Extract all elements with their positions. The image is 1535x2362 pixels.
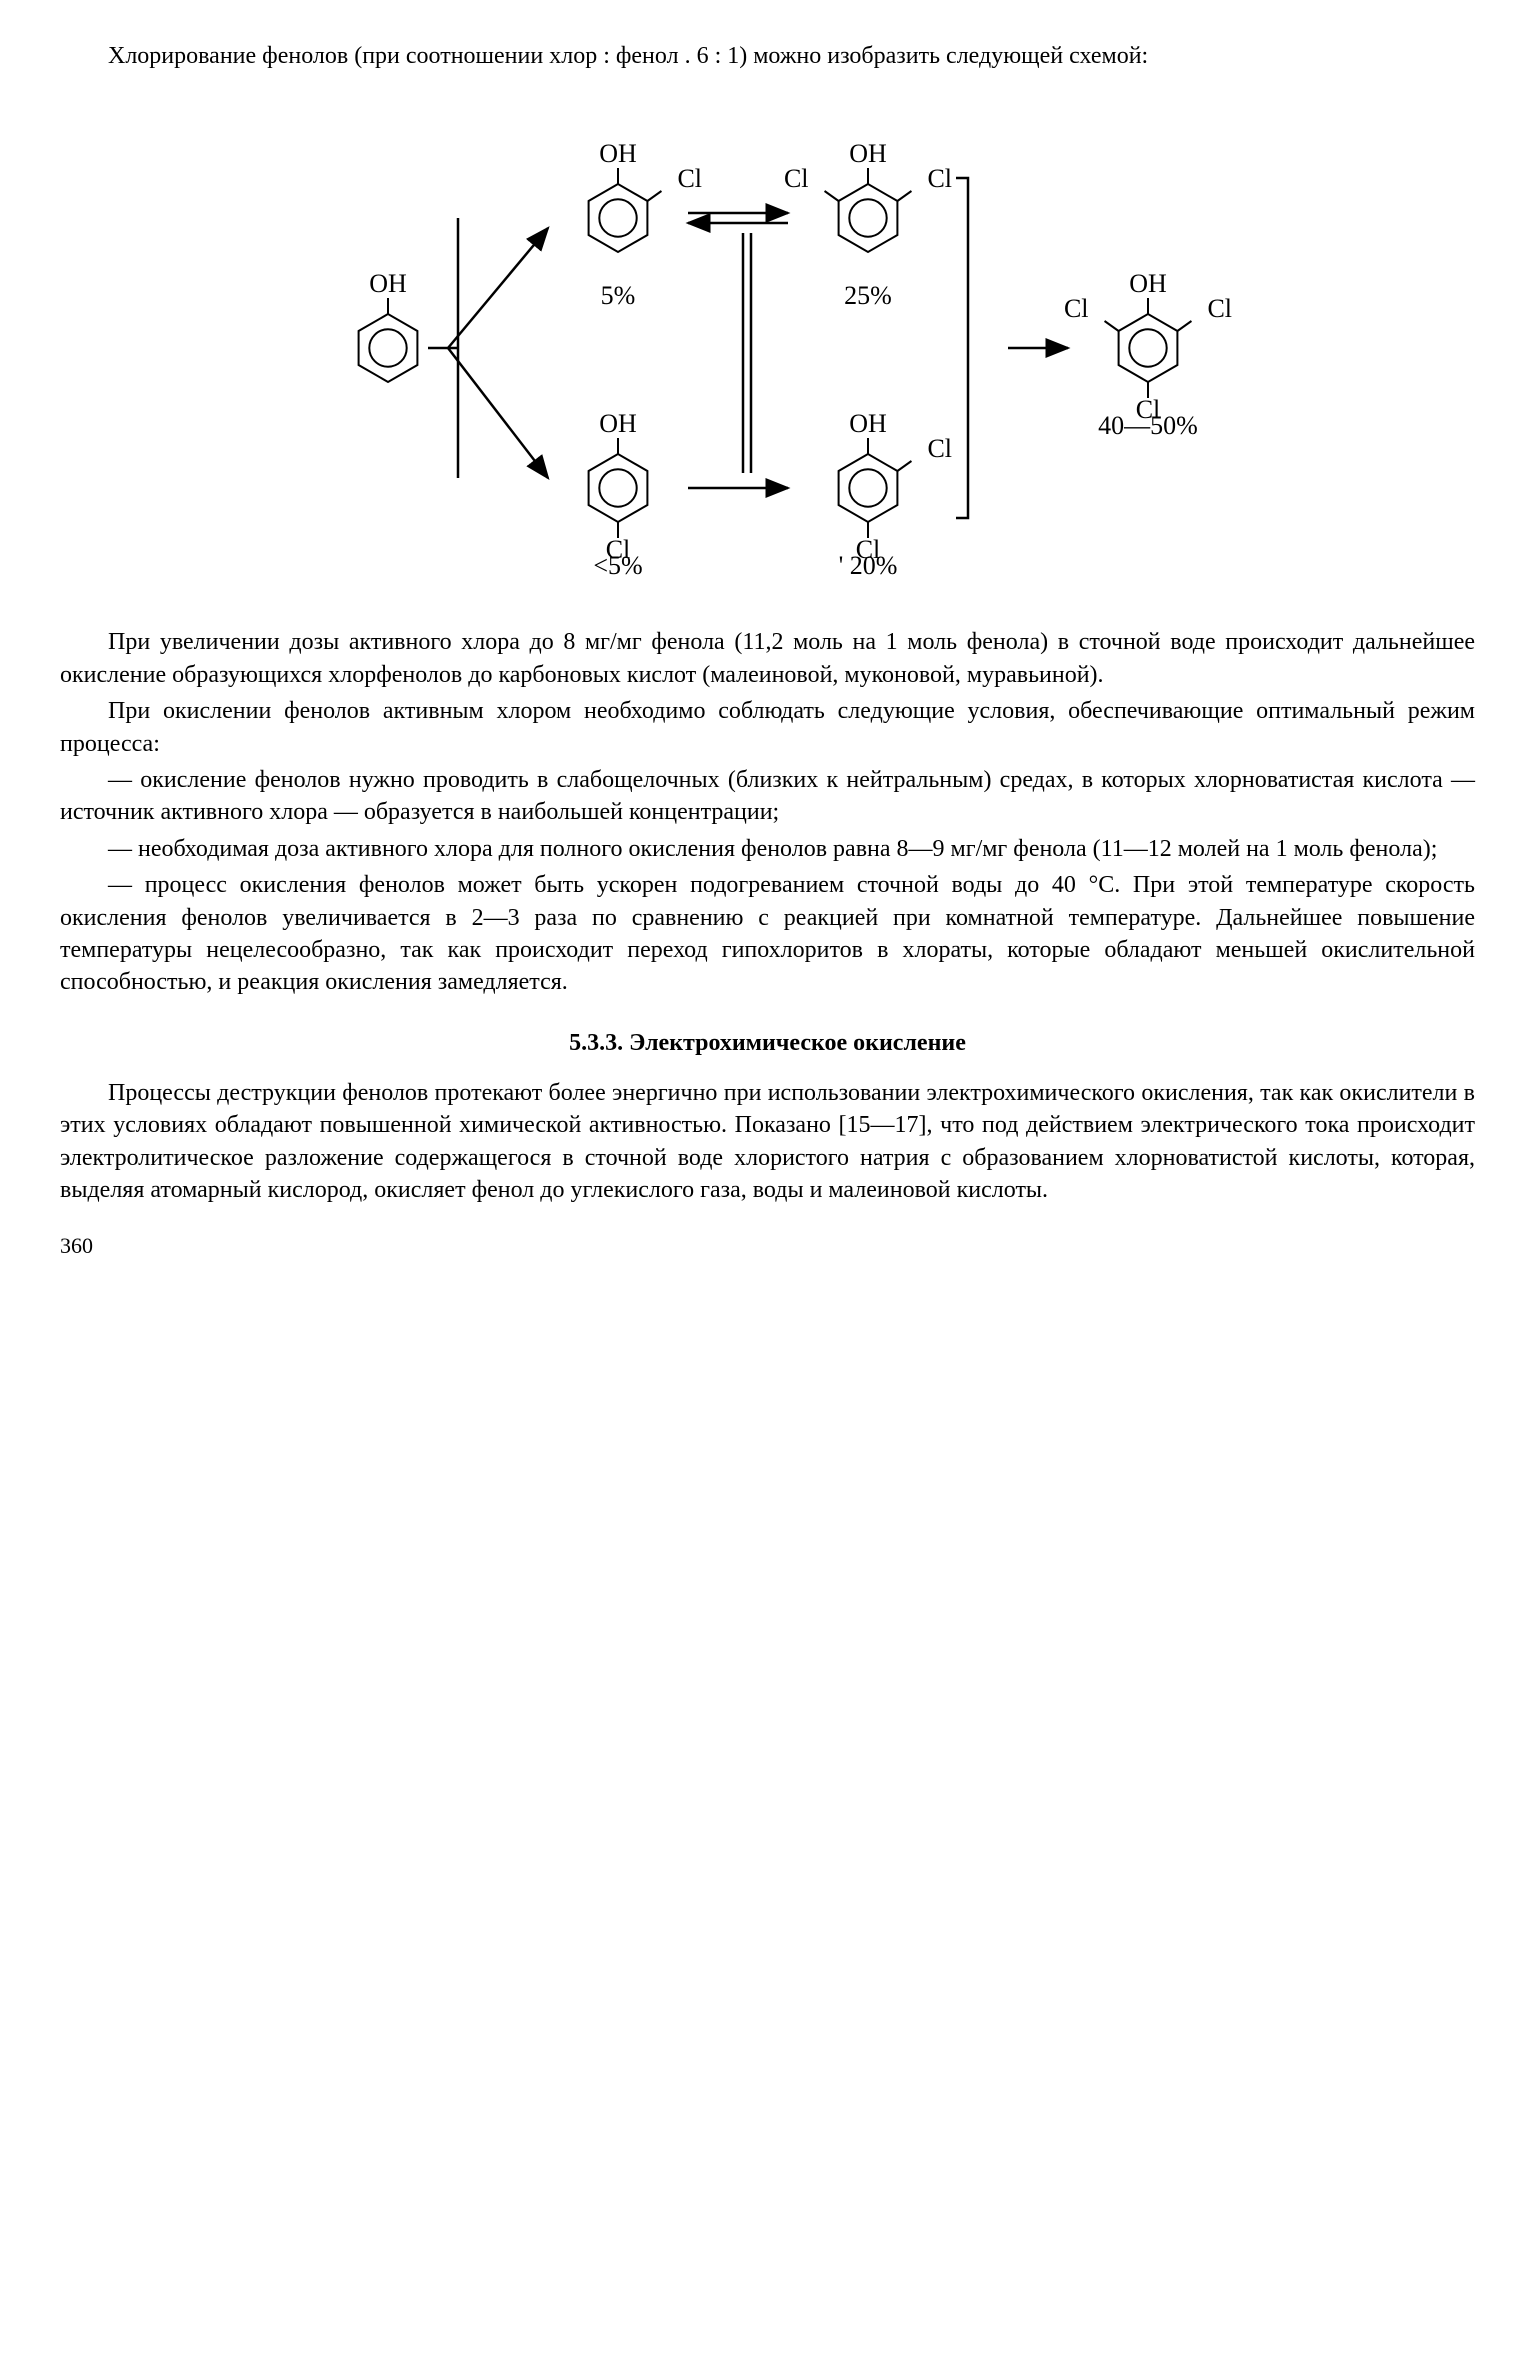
svg-text:5%: 5% [600, 281, 635, 310]
svg-text:OH: OH [849, 409, 887, 438]
svg-text:Cl: Cl [1207, 294, 1232, 323]
paragraph-cond-2: — необходимая доза активного хлора для п… [60, 833, 1475, 865]
svg-text:Cl: Cl [677, 164, 702, 193]
svg-text:OH: OH [849, 139, 887, 168]
section-title: 5.3.3. Электрохимическое окисление [60, 1027, 1475, 1059]
svg-text:Cl: Cl [1063, 294, 1088, 323]
svg-text:OH: OH [599, 139, 637, 168]
svg-text:<5%: <5% [593, 551, 642, 580]
svg-text:Cl: Cl [927, 434, 952, 463]
intro-paragraph: Хлорирование фенолов (при соотношении хл… [60, 40, 1475, 72]
paragraph-conditions-intro: При окислении фенолов активным хлором не… [60, 695, 1475, 760]
paragraph-dose: При увеличении дозы активного хлора до 8… [60, 626, 1475, 691]
svg-text:OH: OH [369, 269, 407, 298]
paragraph-cond-1: — окисление фенолов нужно проводить в сл… [60, 764, 1475, 829]
paragraph-electro: Процессы деструкции фенолов протекают бо… [60, 1077, 1475, 1207]
paragraph-cond-3: — процесс окисления фенолов может быть у… [60, 869, 1475, 999]
svg-text:Cl: Cl [783, 164, 808, 193]
svg-text:OH: OH [599, 409, 637, 438]
svg-text:' 20%: ' 20% [838, 551, 897, 580]
chlorination-scheme: OHOHCl5%OHCl<5%OHClCl25%OHClCl' 20%OHClC… [60, 88, 1475, 608]
svg-text:25%: 25% [844, 281, 892, 310]
svg-text:Cl: Cl [927, 164, 952, 193]
page-number: 360 [60, 1231, 1475, 1261]
svg-text:40—50%: 40—50% [1098, 411, 1198, 440]
svg-text:OH: OH [1129, 269, 1167, 298]
